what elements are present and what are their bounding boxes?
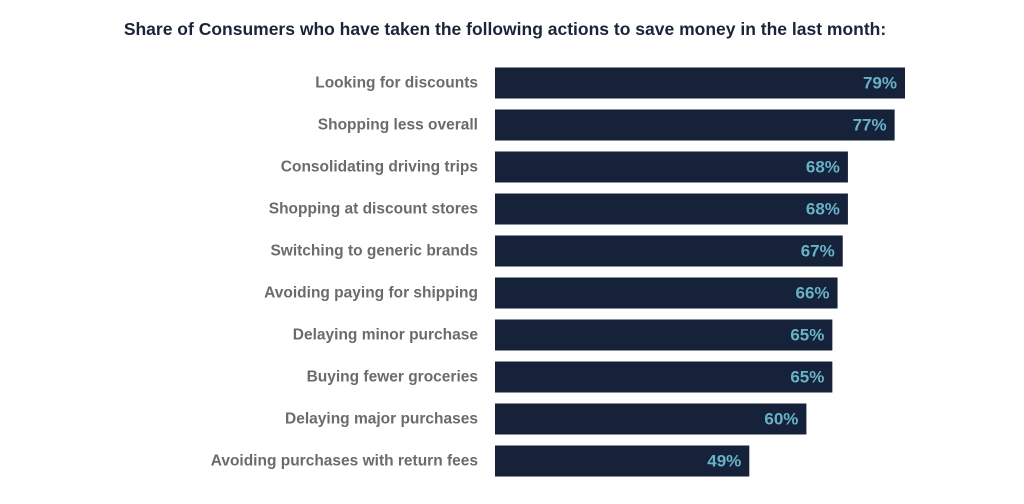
value-label-5: 66%	[796, 284, 830, 303]
value-label-2: 68%	[806, 158, 840, 177]
category-label-3: Shopping at discount stores	[269, 201, 478, 218]
value-label-8: 60%	[764, 410, 798, 429]
bar-0	[495, 67, 906, 99]
category-label-2: Consolidating driving trips	[281, 159, 478, 176]
value-label-3: 68%	[806, 200, 840, 219]
bar-2	[495, 151, 848, 183]
category-label-6: Delaying minor purchase	[293, 327, 479, 344]
bar-4	[495, 235, 843, 267]
bars-layer: Looking for discounts 79% Shopping less ov…	[211, 67, 906, 477]
category-label-7: Buying fewer groceries	[307, 369, 478, 386]
category-label-5: Avoiding paying for shipping	[264, 285, 478, 302]
bar-6	[495, 319, 833, 351]
category-label-9: Avoiding purchases with return fees	[211, 453, 478, 470]
value-label-1: 77%	[853, 116, 887, 135]
bar-5	[495, 277, 838, 309]
bar-1	[495, 109, 895, 141]
value-label-9: 49%	[707, 452, 741, 471]
bar-9	[495, 445, 750, 477]
bar-8	[495, 403, 807, 435]
value-label-6: 65%	[790, 326, 824, 345]
category-label-1: Shopping less overall	[318, 117, 478, 134]
category-label-4: Switching to generic brands	[270, 243, 478, 260]
value-label-7: 65%	[790, 368, 824, 387]
value-label-0: 79%	[863, 74, 897, 93]
category-label-8: Delaying major purchases	[285, 411, 478, 428]
bar-3	[495, 193, 848, 225]
chart-title: Share of Consumers who have taken the fo…	[123, 19, 887, 39]
bar-7	[495, 361, 833, 393]
category-label-0: Looking for discounts	[315, 75, 478, 92]
value-label-4: 67%	[801, 242, 835, 261]
